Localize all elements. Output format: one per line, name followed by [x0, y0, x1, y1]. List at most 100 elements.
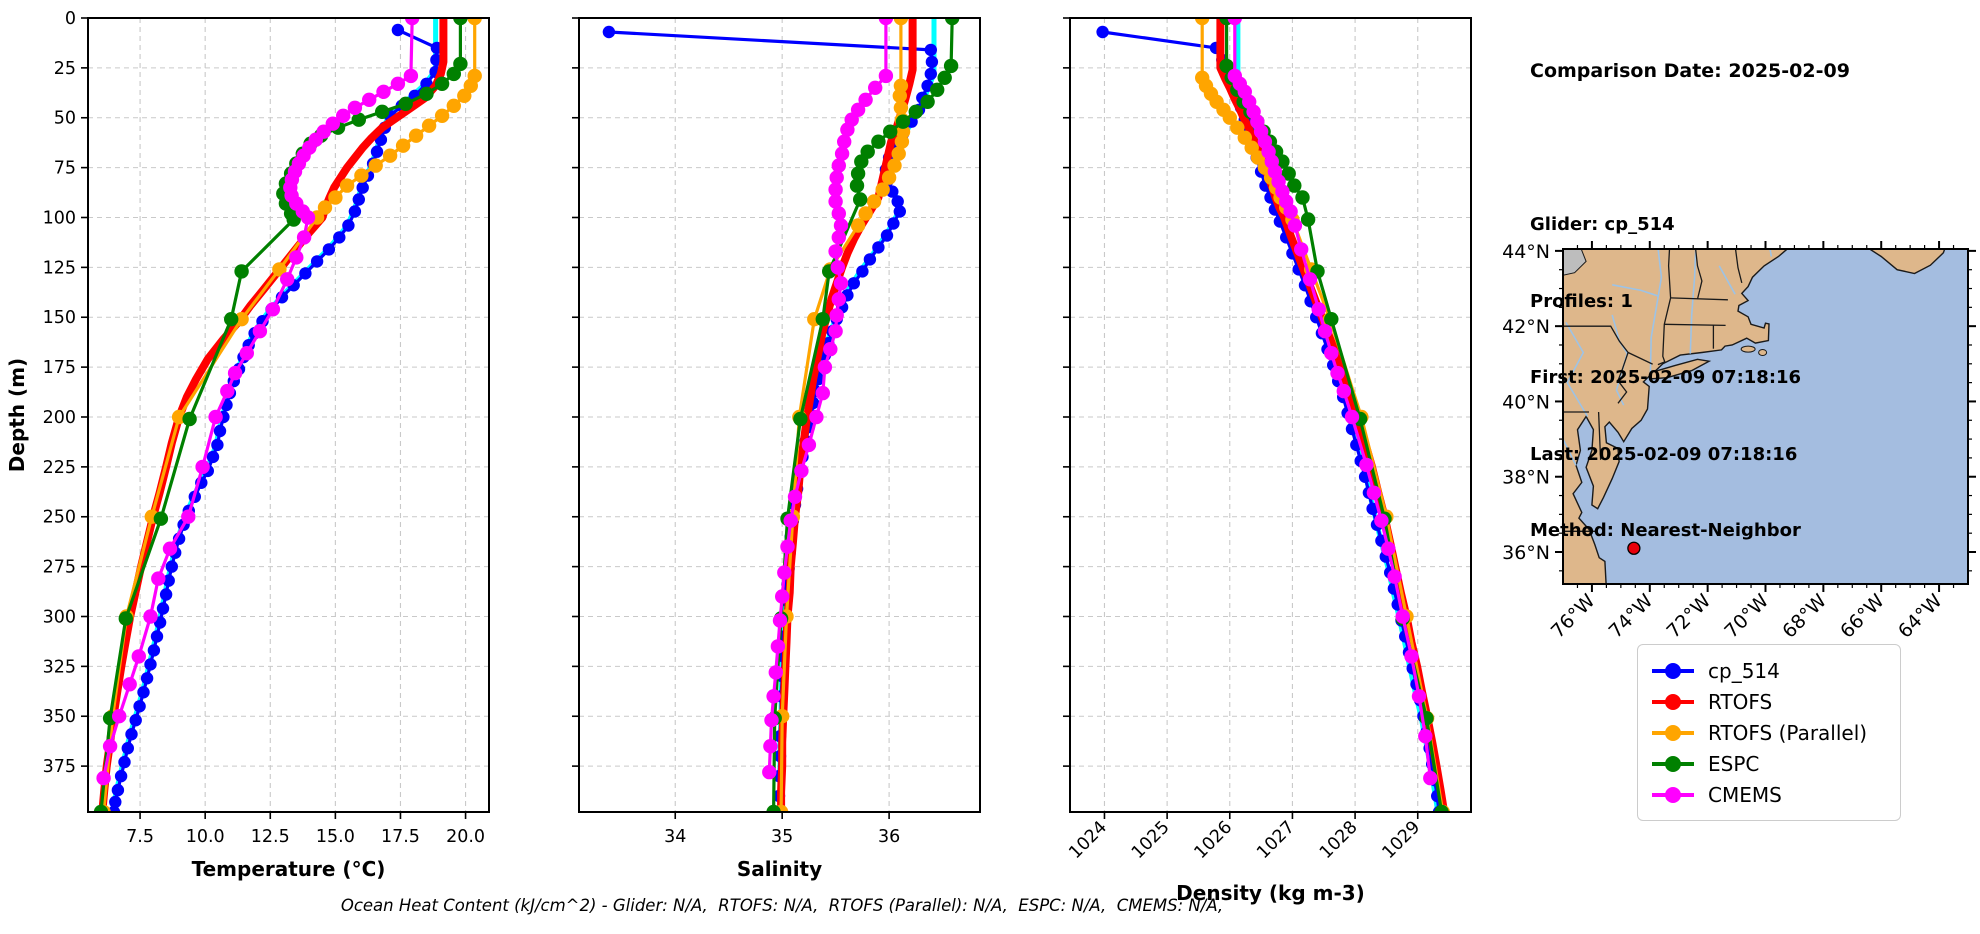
temperature-tick-label: 12.5 — [251, 827, 290, 847]
density-tick-label: 1026 — [1191, 817, 1237, 863]
salinity-tick-labels: 34 35 36 — [664, 827, 900, 847]
legend-swatch — [1652, 755, 1694, 772]
longitude-tick-label: 74°W — [1605, 590, 1658, 643]
depth-tick-label: 50 — [54, 109, 76, 129]
density-series-RTOFS — [1216, 18, 1449, 812]
temperature-series-cp_514_raw — [110, 18, 439, 812]
salinity-tick-label: 35 — [771, 827, 793, 847]
legend-item-label: RTOFS (Parallel) — [1708, 720, 1868, 745]
legend-item-label: cp_514 — [1708, 658, 1780, 683]
longitude-tick-label: 76°W — [1547, 590, 1600, 643]
glider-name: Glider: cp_514 — [1530, 214, 1675, 235]
temperature-tick-label: 7.5 — [126, 827, 154, 847]
temperature-tick-label: 10.0 — [186, 827, 225, 847]
depth-tick-label: 150 — [43, 308, 76, 328]
depth-tick-label: 325 — [43, 657, 76, 677]
density-series-CMEMS — [1227, 18, 1438, 786]
last-profile-time: Last: 2025-02-09 07:18:16 — [1530, 443, 1798, 465]
legend-item-rtofs: RTOFS — [1650, 686, 1886, 717]
legend-item-label: ESPC — [1708, 751, 1760, 776]
density-series-RTOFS (Parallel) — [1195, 18, 1450, 812]
latitude-tick-label: 36°N — [1502, 542, 1550, 564]
density-tick-label: 1028 — [1316, 817, 1362, 863]
temperature-series-cp_514 — [107, 23, 444, 812]
temperature-chart: 0 25 50 75 100 125 150 175 200 225 250 275 300 325 350… — [43, 9, 490, 881]
depth-tick-label: 175 — [43, 358, 76, 378]
depth-tick-label: 275 — [43, 558, 76, 578]
longitude-tick-label: 70°W — [1720, 590, 1773, 643]
map-mainland — [1563, 249, 1788, 584]
depth-tick-label: 125 — [43, 258, 76, 278]
legend-item-cmems: CMEMS — [1650, 779, 1886, 810]
density-tick-labels: 1024 1025 1026 1027 1028 1029 — [1065, 817, 1424, 863]
longitude-tick-label: 72°W — [1663, 590, 1716, 643]
legend-swatch — [1652, 662, 1694, 679]
density-tick-label: 1025 — [1128, 817, 1174, 863]
map-state-borders — [1563, 249, 1743, 532]
salinity-tick-label: 34 — [664, 827, 686, 847]
temperature-tick-label: 17.5 — [381, 827, 420, 847]
info-spacer — [1530, 136, 1850, 162]
map-island — [1758, 349, 1768, 357]
legend-swatch — [1652, 693, 1694, 710]
salinity-tick-label: 36 — [878, 827, 900, 847]
latitude-tick-label: 40°N — [1502, 391, 1550, 413]
temperature-tick-label: 20.0 — [446, 827, 485, 847]
depth-tick-label: 0 — [65, 9, 76, 29]
depth-tick-label: 250 — [43, 508, 76, 528]
profiles-count: Profiles: 1 — [1530, 290, 1633, 312]
legend-item-label: RTOFS — [1708, 689, 1773, 714]
salinity-ticks — [572, 17, 890, 819]
depth-tick-label: 100 — [43, 208, 76, 228]
legend-item-cp-514: cp_514 — [1650, 655, 1886, 686]
map-ticks — [1555, 241, 1976, 592]
temperature-axis-label: Temperature (°C) — [192, 857, 386, 881]
legend-item-rtofs-parallel-: RTOFS (Parallel) — [1650, 717, 1886, 748]
longitude-tick-label: 66°W — [1836, 590, 1889, 643]
temperature-series-RTOFS — [98, 18, 448, 812]
salinity-axis-label: Salinity — [737, 857, 822, 881]
ohc-annotation: Ocean Heat Content (kJ/cm^2) - Glider: N… — [340, 896, 1224, 915]
temperature-tick-label: 15.0 — [316, 827, 355, 847]
longitude-tick-label: 68°W — [1778, 590, 1831, 643]
density-chart: 1024 1025 1026 1027 1028 1029 Density (kg m-3) — [1063, 17, 1472, 905]
depth-tick-label: 350 — [43, 707, 76, 727]
longitude-tick-label: 64°W — [1894, 590, 1947, 643]
map-legend: cp_514 RTOFS RTOFS (Parallel) ESPC CMEMS — [1637, 644, 1901, 821]
depth-tick-label: 225 — [43, 458, 76, 478]
salinity-series-ESPC — [766, 18, 960, 812]
temperature-tick-labels: 0 25 50 75 100 125 150 175 200 225 250 275 300 325 350… — [43, 9, 485, 847]
salinity-series-CMEMS — [762, 18, 894, 780]
density-tick-label: 1029 — [1379, 817, 1425, 863]
density-ticks — [1063, 17, 1419, 819]
comparison-info: Comparison Date: 2025-02-09 Glider: cp_5… — [1530, 8, 1850, 569]
depth-tick-label: 300 — [43, 607, 76, 627]
first-profile-time: First: 2025-02-09 07:18:16 — [1530, 367, 1802, 388]
legend-swatch — [1652, 724, 1694, 741]
latitude-tick-label: 38°N — [1502, 467, 1550, 489]
map-nova-scotia — [1868, 249, 1946, 275]
temperature-series-CMEMS — [96, 18, 420, 786]
depth-tick-label: 200 — [43, 408, 76, 428]
map-island — [1740, 345, 1756, 353]
depth-axis-label: Depth (m) — [5, 358, 29, 472]
legend-item-espc: ESPC — [1650, 748, 1886, 779]
depth-tick-label: 375 — [43, 757, 76, 777]
legend-item-label: CMEMS — [1708, 782, 1782, 807]
density-tick-label: 1027 — [1253, 817, 1299, 863]
salinity-chart: 34 35 36 Salinity — [572, 17, 981, 881]
density-tick-label: 1024 — [1065, 817, 1111, 863]
latitude-tick-label: 42°N — [1502, 316, 1550, 338]
temperature-ticks — [81, 17, 467, 819]
depth-tick-label: 75 — [54, 159, 76, 179]
density-axis-label: Density (kg m-3) — [1176, 881, 1365, 905]
comparison-date: Comparison Date: 2025-02-09 — [1530, 60, 1850, 82]
temperature-series-RTOFS (Parallel) — [96, 18, 482, 812]
legend-swatch — [1652, 786, 1694, 803]
glider-location-marker — [1627, 541, 1641, 555]
method-label: Method: Nearest-Neighbor — [1530, 520, 1801, 541]
map-lake-ontario — [1563, 249, 1587, 276]
depth-tick-label: 25 — [54, 59, 76, 79]
